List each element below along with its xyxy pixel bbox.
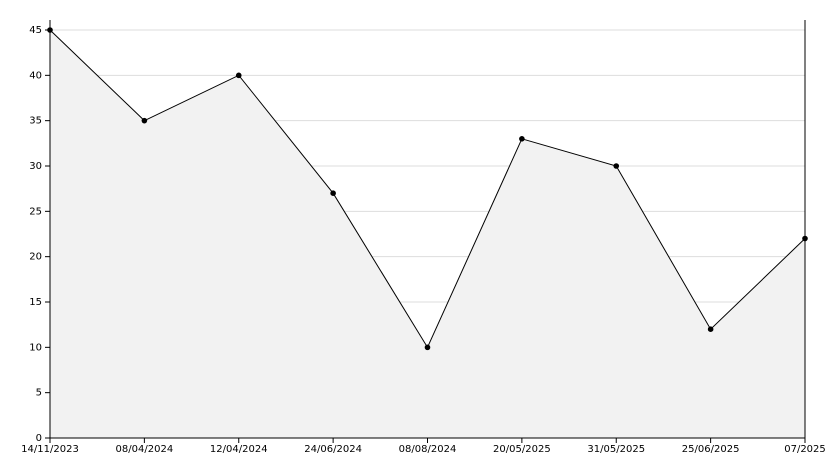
x-tick-label: 08/04/2024	[116, 444, 174, 455]
y-tick-label: 10	[29, 342, 42, 353]
x-tick-label: 31/05/2025	[587, 444, 645, 455]
y-tick-label: 15	[29, 297, 42, 308]
marker	[613, 163, 620, 169]
marker	[235, 72, 242, 79]
y-tick-label: 30	[29, 161, 42, 172]
x-tick-label: 12/04/2024	[210, 444, 268, 455]
marker	[424, 344, 431, 351]
y-tick-label: 0	[36, 433, 42, 444]
x-tick-label: 08/08/2024	[399, 444, 457, 455]
y-tick-label: 35	[29, 116, 42, 127]
area-fill	[50, 30, 805, 438]
marker	[330, 190, 336, 196]
x-tick-label: 14/11/2023	[21, 444, 79, 455]
y-tick-label: 25	[29, 206, 42, 217]
x-tick-label: 25/06/2025	[682, 444, 740, 455]
x-tick-label: 07/2025	[784, 444, 826, 455]
y-tick-label: 5	[36, 388, 42, 399]
x-tick-label: 20/05/2025	[493, 444, 551, 455]
y-tick-label: 40	[29, 70, 42, 81]
marker	[141, 117, 148, 124]
marker	[707, 326, 714, 333]
y-tick-label: 20	[29, 252, 42, 263]
y-tick-label: 45	[29, 25, 42, 36]
x-tick-label: 24/06/2024	[304, 444, 362, 455]
marker	[519, 136, 525, 142]
